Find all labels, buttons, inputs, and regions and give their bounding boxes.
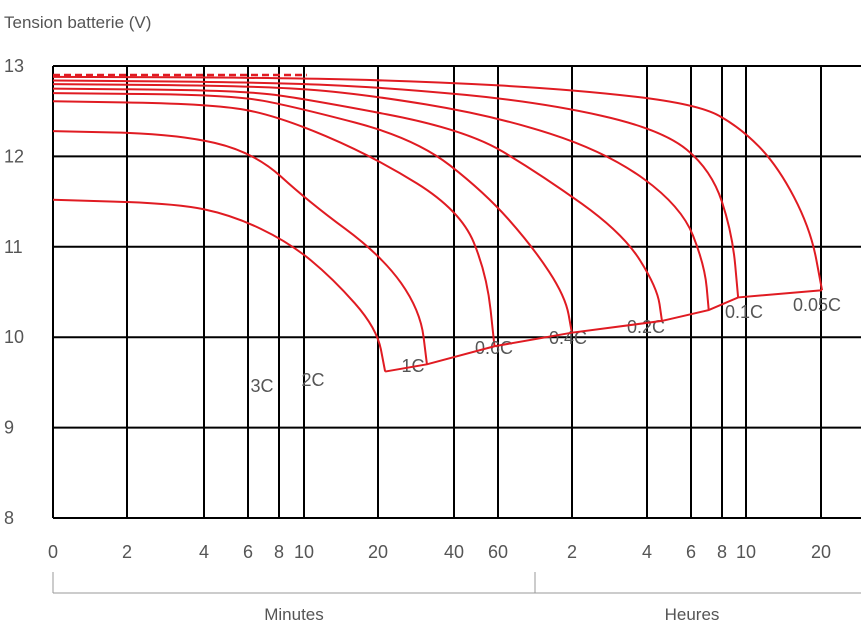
series-line-3C bbox=[52, 198, 387, 372]
group-label-minutes: Minutes bbox=[264, 605, 324, 624]
y-tick-label: 10 bbox=[4, 327, 24, 347]
y-tick-label: 12 bbox=[4, 146, 24, 166]
y-tick-label: 8 bbox=[4, 508, 14, 528]
vertical-gridlines bbox=[52, 66, 822, 518]
endpoint-line bbox=[384, 289, 823, 373]
series-line-2C bbox=[52, 130, 428, 365]
x-tick-label: 8 bbox=[717, 542, 727, 562]
series-line-0.05C bbox=[52, 75, 824, 291]
x-tick-label: 8 bbox=[274, 542, 284, 562]
x-tick-label: 20 bbox=[811, 542, 831, 562]
x-tick-label: 4 bbox=[642, 542, 652, 562]
x-tick-label: 40 bbox=[444, 542, 464, 562]
series-line-0.4C bbox=[52, 87, 663, 322]
x-tick-label: 60 bbox=[488, 542, 508, 562]
horizontal-gridlines bbox=[53, 65, 861, 519]
series-label: 0.4C bbox=[549, 328, 587, 348]
series-line-0.6C bbox=[52, 92, 573, 333]
y-tick-label: 11 bbox=[4, 237, 23, 257]
group-label-heures: Heures bbox=[665, 605, 720, 624]
series-label: 0.2C bbox=[627, 317, 665, 337]
series-label: 0.6C bbox=[475, 338, 513, 358]
x-tick-label: 2 bbox=[122, 542, 132, 562]
series-label: 2C bbox=[301, 370, 324, 390]
series-line-0.2C bbox=[52, 83, 710, 311]
x-tick-label: 4 bbox=[199, 542, 209, 562]
y-tick-label: 9 bbox=[4, 418, 14, 438]
series-label: 0.1C bbox=[725, 302, 763, 322]
x-tick-label: 20 bbox=[368, 542, 388, 562]
x-tick-label: 0 bbox=[48, 542, 58, 562]
x-tick-label: 10 bbox=[736, 542, 756, 562]
series-label: 0.05C bbox=[793, 295, 841, 315]
axis-labels: 8 9 10 11 12 13 0 2 4 6 8 10 20 40 60 2 4 6 8 10 20 bbox=[4, 56, 831, 562]
y-tick-label: 13 bbox=[4, 56, 24, 76]
x-tick-label: 6 bbox=[686, 542, 696, 562]
time-groups: Minutes Heures bbox=[52, 572, 861, 624]
y-axis-title: Tension batterie (V) bbox=[4, 13, 151, 32]
x-tick-label: 10 bbox=[294, 542, 314, 562]
x-tick-label: 2 bbox=[567, 542, 577, 562]
series-label: 3C bbox=[250, 376, 273, 396]
series-line-0.1C bbox=[52, 79, 740, 298]
x-tick-label: 6 bbox=[243, 542, 253, 562]
series-line-1C bbox=[52, 100, 496, 347]
